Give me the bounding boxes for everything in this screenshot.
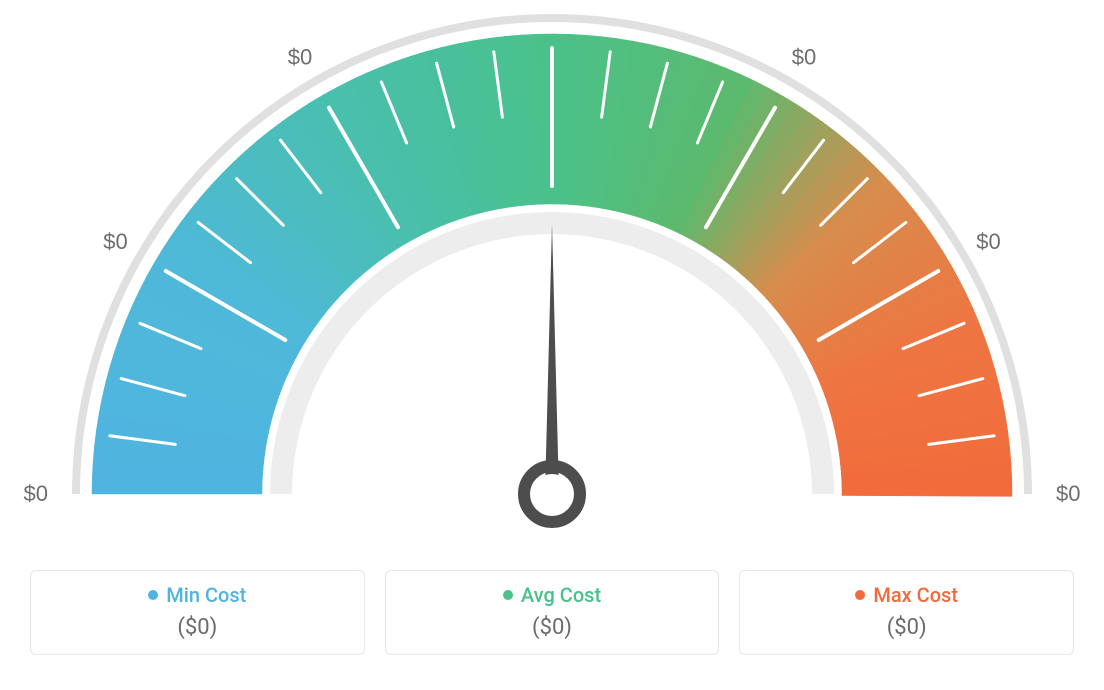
svg-text:$0: $0 [24,481,48,506]
legend-label-max: Max Cost [855,583,958,607]
legend-value-max: ($0) [758,615,1055,640]
svg-text:$0: $0 [288,45,312,70]
legend-value-min: ($0) [49,615,346,640]
gauge-chart: $0 $0 $0 $0 $0 $0 $0 [0,0,1104,560]
legend-label-avg: Avg Cost [503,583,601,607]
svg-text:$0: $0 [792,45,816,70]
legend-dot-min [148,590,158,600]
svg-text:$0: $0 [976,229,1000,254]
legend-box-avg: Avg Cost ($0) [385,570,720,655]
legend-box-max: Max Cost ($0) [739,570,1074,655]
legend-text-max: Max Cost [873,583,958,607]
legend-dot-avg [503,590,513,600]
legend-label-min: Min Cost [148,583,246,607]
svg-text:$0: $0 [103,229,127,254]
gauge-svg: $0 $0 $0 $0 $0 $0 $0 [0,0,1104,560]
legend-dot-max [855,590,865,600]
legend-row: Min Cost ($0) Avg Cost ($0) Max Cost ($0… [0,570,1104,655]
legend-value-avg: ($0) [404,615,701,640]
legend-text-min: Min Cost [166,583,246,607]
svg-text:$0: $0 [540,0,564,2]
legend-box-min: Min Cost ($0) [30,570,365,655]
svg-text:$0: $0 [1056,481,1080,506]
legend-text-avg: Avg Cost [521,583,601,607]
